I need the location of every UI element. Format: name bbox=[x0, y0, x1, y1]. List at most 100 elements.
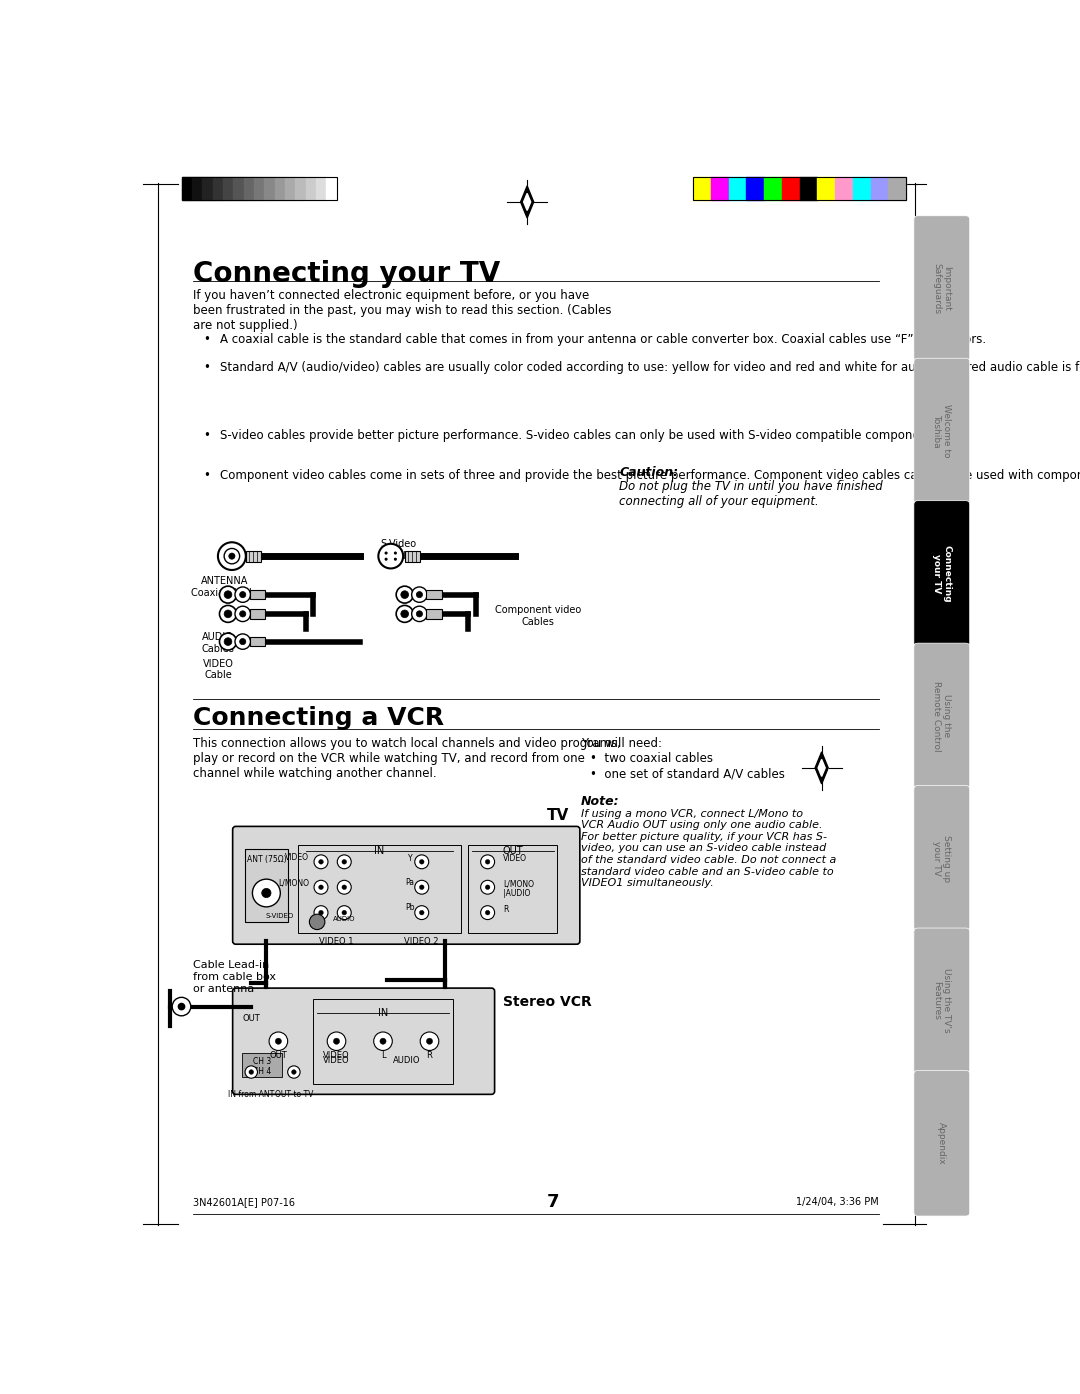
Circle shape bbox=[337, 855, 351, 868]
Bar bbox=[835, 177, 853, 199]
Circle shape bbox=[394, 558, 397, 560]
Circle shape bbox=[319, 910, 323, 914]
Circle shape bbox=[416, 591, 422, 598]
Circle shape bbox=[401, 611, 408, 618]
Text: 1/24/04, 3:36 PM: 1/24/04, 3:36 PM bbox=[796, 1197, 879, 1207]
Bar bbox=[729, 177, 746, 199]
Circle shape bbox=[245, 1066, 257, 1078]
Text: 3N42601A[E] P07-16: 3N42601A[E] P07-16 bbox=[193, 1197, 295, 1207]
Text: •  two coaxial cables: • two coaxial cables bbox=[590, 753, 713, 765]
Text: S-VIDEO: S-VIDEO bbox=[266, 913, 294, 919]
Bar bbox=[306, 177, 315, 199]
Text: S-video cables provide better picture performance. S-video cables can only be us: S-video cables provide better picture pe… bbox=[220, 429, 942, 442]
Text: A coaxial cable is the standard cable that comes in from your antenna or cable c: A coaxial cable is the standard cable th… bbox=[220, 333, 986, 346]
Circle shape bbox=[481, 906, 495, 920]
Circle shape bbox=[219, 605, 237, 622]
Circle shape bbox=[374, 1032, 392, 1051]
FancyBboxPatch shape bbox=[914, 786, 970, 931]
Polygon shape bbox=[521, 185, 534, 217]
Text: Standard A/V (audio/video) cables are usually color coded according to use: yell: Standard A/V (audio/video) cables are us… bbox=[220, 361, 1080, 375]
Circle shape bbox=[384, 552, 388, 555]
Circle shape bbox=[342, 860, 347, 864]
Circle shape bbox=[240, 638, 246, 644]
Circle shape bbox=[401, 591, 408, 598]
Text: Connecting a VCR: Connecting a VCR bbox=[193, 707, 444, 730]
Circle shape bbox=[396, 585, 414, 604]
Circle shape bbox=[416, 611, 422, 618]
Circle shape bbox=[219, 585, 237, 604]
Circle shape bbox=[319, 885, 323, 889]
Text: OUT: OUT bbox=[242, 1015, 260, 1023]
Bar bbox=[326, 177, 337, 199]
Bar bbox=[249, 637, 266, 647]
FancyBboxPatch shape bbox=[914, 358, 970, 503]
Text: Note:: Note: bbox=[581, 795, 619, 809]
Circle shape bbox=[334, 1039, 339, 1044]
Circle shape bbox=[427, 1039, 433, 1044]
Circle shape bbox=[420, 1032, 438, 1051]
Circle shape bbox=[235, 634, 251, 650]
Text: VIDEO 1: VIDEO 1 bbox=[320, 937, 354, 947]
Text: CH 3
CH 4: CH 3 CH 4 bbox=[253, 1057, 271, 1076]
Bar bbox=[222, 177, 233, 199]
FancyBboxPatch shape bbox=[232, 827, 580, 944]
Bar bbox=[315, 177, 326, 199]
Bar bbox=[693, 177, 906, 199]
Text: L/MONO: L/MONO bbox=[503, 880, 535, 888]
FancyBboxPatch shape bbox=[914, 643, 970, 789]
Bar bbox=[853, 177, 870, 199]
FancyBboxPatch shape bbox=[232, 988, 495, 1094]
FancyBboxPatch shape bbox=[914, 216, 970, 361]
Text: ANT (75Ω): ANT (75Ω) bbox=[246, 855, 286, 864]
Bar bbox=[243, 177, 254, 199]
Text: ANTENNA
Coaxial Cable: ANTENNA Coaxial Cable bbox=[191, 576, 257, 598]
Text: Appendix: Appendix bbox=[937, 1122, 946, 1164]
Circle shape bbox=[287, 1066, 300, 1078]
Bar bbox=[693, 177, 711, 199]
Circle shape bbox=[481, 880, 495, 894]
Bar bbox=[469, 845, 557, 934]
Circle shape bbox=[248, 1069, 254, 1075]
Bar bbox=[427, 609, 442, 619]
Text: You will need:: You will need: bbox=[581, 737, 662, 750]
Text: Using the TV's
Features: Using the TV's Features bbox=[932, 969, 951, 1033]
Bar bbox=[245, 849, 287, 921]
Text: AUDIO: AUDIO bbox=[333, 916, 355, 921]
Circle shape bbox=[314, 906, 328, 920]
Circle shape bbox=[396, 605, 414, 622]
Polygon shape bbox=[815, 751, 828, 783]
Text: Connecting
your TV: Connecting your TV bbox=[932, 545, 951, 602]
Text: VIDEO: VIDEO bbox=[323, 1055, 350, 1065]
Circle shape bbox=[380, 1039, 387, 1044]
Circle shape bbox=[485, 910, 490, 914]
Circle shape bbox=[240, 611, 246, 618]
Circle shape bbox=[172, 997, 191, 1016]
Text: Stereo VCR: Stereo VCR bbox=[503, 995, 592, 1009]
Text: IN: IN bbox=[378, 1008, 388, 1018]
Circle shape bbox=[253, 880, 281, 907]
Circle shape bbox=[415, 855, 429, 868]
Text: Setting up
your TV: Setting up your TV bbox=[932, 835, 951, 882]
FancyBboxPatch shape bbox=[914, 928, 970, 1073]
Text: S-Video
Cable: S-Video Cable bbox=[380, 539, 417, 560]
Text: VIDEO 2: VIDEO 2 bbox=[405, 937, 438, 947]
Text: IN from ANT: IN from ANT bbox=[228, 1090, 274, 1098]
Circle shape bbox=[225, 611, 232, 618]
Bar bbox=[295, 177, 306, 199]
Text: •: • bbox=[203, 361, 211, 375]
Circle shape bbox=[419, 885, 424, 889]
Text: Pb: Pb bbox=[405, 903, 415, 913]
Circle shape bbox=[225, 637, 232, 645]
Bar bbox=[285, 177, 295, 199]
Circle shape bbox=[314, 880, 328, 894]
Text: AUDIO
Cables: AUDIO Cables bbox=[202, 633, 234, 654]
Circle shape bbox=[218, 542, 246, 570]
Bar bbox=[405, 551, 420, 562]
Circle shape bbox=[219, 633, 237, 650]
Bar bbox=[181, 177, 192, 199]
Text: Welcome to
Toshiba: Welcome to Toshiba bbox=[932, 404, 951, 457]
Text: VIDEO
Cable: VIDEO Cable bbox=[202, 658, 233, 680]
Circle shape bbox=[319, 860, 323, 864]
Text: R: R bbox=[427, 1051, 432, 1061]
Text: This connection allows you to watch local channels and video programs,
play or r: This connection allows you to watch loca… bbox=[193, 737, 621, 781]
